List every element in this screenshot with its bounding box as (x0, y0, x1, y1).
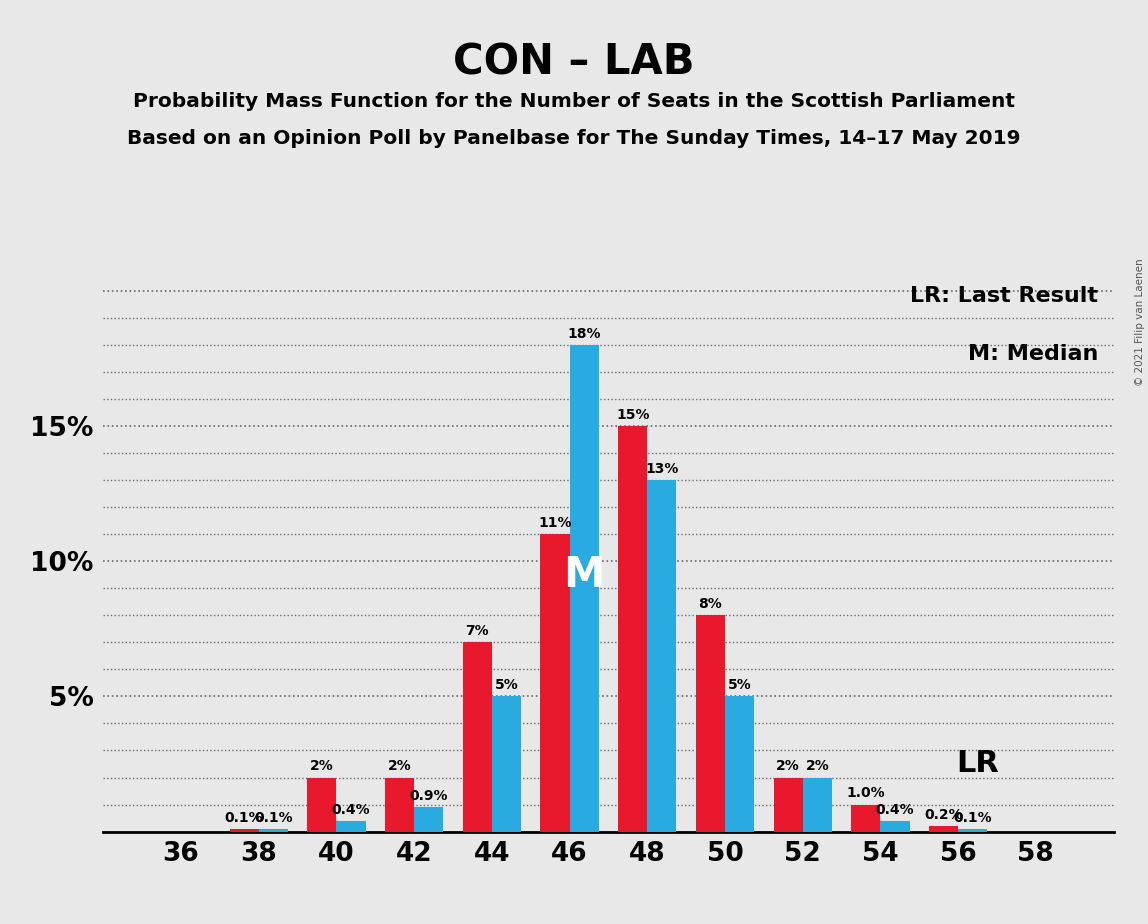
Text: LR: Last Result: LR: Last Result (910, 286, 1099, 306)
Text: 2%: 2% (806, 760, 829, 773)
Text: 0.1%: 0.1% (225, 811, 264, 825)
Text: 5%: 5% (728, 678, 752, 692)
Text: M: M (564, 553, 605, 596)
Text: 0.1%: 0.1% (953, 811, 992, 825)
Bar (929, 826, 959, 832)
Text: 18%: 18% (567, 327, 600, 341)
Bar (852, 805, 881, 832)
Bar (463, 642, 491, 832)
Text: 13%: 13% (645, 462, 678, 476)
Text: 2%: 2% (776, 760, 800, 773)
Text: LR: LR (956, 749, 999, 779)
Bar (618, 426, 647, 832)
Bar (230, 829, 258, 832)
Bar (696, 615, 726, 832)
Bar (881, 821, 909, 832)
Text: 2%: 2% (388, 760, 411, 773)
Bar (726, 697, 754, 832)
Text: 5%: 5% (495, 678, 518, 692)
Bar (802, 777, 832, 832)
Text: M: Median: M: Median (968, 344, 1099, 364)
Text: 2%: 2% (310, 760, 334, 773)
Bar (774, 777, 802, 832)
Bar (541, 534, 569, 832)
Text: 7%: 7% (465, 625, 489, 638)
Bar (414, 808, 443, 832)
Text: Probability Mass Function for the Number of Seats in the Scottish Parliament: Probability Mass Function for the Number… (133, 92, 1015, 112)
Bar (336, 821, 365, 832)
Bar (569, 345, 599, 832)
Text: 0.4%: 0.4% (876, 803, 914, 817)
Bar (647, 480, 676, 832)
Text: Based on an Opinion Poll by Panelbase for The Sunday Times, 14–17 May 2019: Based on an Opinion Poll by Panelbase fo… (127, 129, 1021, 149)
Bar (258, 829, 288, 832)
Bar (308, 777, 336, 832)
Text: 0.2%: 0.2% (924, 808, 963, 822)
Text: CON – LAB: CON – LAB (453, 42, 695, 83)
Text: 1.0%: 1.0% (846, 786, 885, 800)
Bar (959, 829, 987, 832)
Text: 0.4%: 0.4% (332, 803, 371, 817)
Text: 8%: 8% (699, 597, 722, 611)
Text: 0.9%: 0.9% (410, 789, 448, 803)
Text: 15%: 15% (616, 407, 650, 422)
Bar (385, 777, 414, 832)
Text: 0.1%: 0.1% (254, 811, 293, 825)
Text: 11%: 11% (538, 517, 572, 530)
Text: © 2021 Filip van Laenen: © 2021 Filip van Laenen (1135, 259, 1145, 386)
Bar (491, 697, 521, 832)
